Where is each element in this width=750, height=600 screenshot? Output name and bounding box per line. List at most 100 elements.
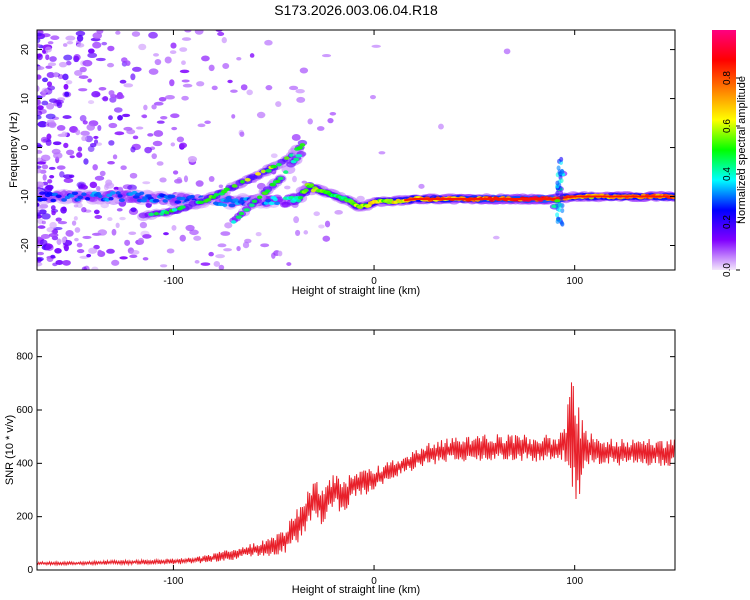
noise-blob: [53, 152, 63, 159]
noise-blob: [66, 40, 74, 45]
noise-blob: [221, 37, 227, 44]
spectral-blob: [296, 198, 302, 203]
spectral-blob: [238, 211, 245, 216]
noise-blob: [239, 131, 245, 137]
noise-blob: [95, 57, 106, 62]
noise-blob: [156, 120, 165, 124]
noise-blob: [94, 215, 103, 219]
noise-blob: [55, 217, 62, 222]
noise-blob: [108, 140, 115, 146]
noise-blob: [45, 139, 52, 146]
noise-blob: [153, 53, 160, 57]
noise-blob: [87, 48, 95, 54]
noise-blob: [197, 123, 206, 128]
y-tick-label: -20: [20, 238, 31, 253]
noise-blob: [69, 155, 75, 159]
figure-title: S173.2026.003.06.04.R18: [274, 2, 438, 18]
spectral-blob: [283, 170, 289, 174]
colorbar-tick-label: 0.6: [722, 119, 733, 133]
spectral-blob: [276, 162, 282, 167]
noise-blob: [102, 96, 109, 102]
noise-blob: [160, 116, 168, 120]
spectral-blob: [268, 201, 275, 206]
noise-blob: [166, 248, 175, 254]
snr-frame: [36, 329, 676, 571]
y-tick-label: 200: [16, 512, 33, 523]
noise-blob: [119, 79, 127, 84]
noise-blob: [45, 54, 50, 61]
noise-blob: [222, 63, 230, 69]
noise-blob: [45, 65, 53, 69]
noise-blob: [86, 253, 92, 258]
noise-blob: [223, 248, 232, 252]
noise-blob: [98, 86, 107, 91]
noise-blob: [44, 46, 52, 53]
noise-blob: [84, 135, 94, 143]
noise-blob: [37, 167, 42, 174]
noise-blob: [127, 184, 137, 191]
colorbar-ticks: 0.0 0.2 0.4 0.6 0.8: [722, 71, 740, 277]
noise-blob: [293, 216, 300, 224]
noise-blob: [108, 122, 118, 129]
snr-panel: -100 0 100 0 200 400 600 800 Height of straigh…: [4, 329, 676, 596]
spectral-blob: [296, 146, 303, 150]
noise-blob: [47, 41, 54, 45]
spike-blob: [557, 169, 562, 175]
spectrogram-y-ticks: -20 -10 0 10 20: [20, 44, 675, 253]
spectral-blob: [106, 193, 113, 198]
noise-blob: [106, 62, 115, 68]
noise-blob: [299, 67, 309, 74]
noise-blob: [141, 114, 148, 119]
noise-blob: [218, 184, 224, 189]
noise-blob: [56, 165, 66, 170]
spectral-blob: [260, 169, 266, 174]
noise-blob: [50, 35, 60, 41]
noise-blob: [295, 229, 301, 236]
noise-blob: [39, 239, 48, 246]
noise-blob: [181, 37, 192, 41]
noise-blob: [87, 100, 95, 105]
spike-blob: [557, 207, 562, 213]
noise-blob: [220, 231, 231, 236]
noise-blob: [227, 79, 233, 84]
noise-blob: [101, 41, 108, 46]
noise-blob: [194, 260, 200, 264]
noise-blob: [80, 130, 90, 136]
noise-blob: [181, 60, 186, 66]
noise-blob: [169, 79, 175, 87]
spectral-blob: [257, 195, 263, 200]
peak-ridge: [404, 195, 675, 202]
spectral-blob: [269, 182, 276, 187]
spectral-blob: [171, 208, 178, 212]
noise-blob: [184, 30, 192, 33]
spectral-blob: [118, 198, 125, 203]
noise-blob: [86, 123, 96, 131]
colorbar-label: Normalized spectral amplitude: [736, 76, 748, 224]
noise-blob: [174, 178, 183, 184]
noise-blob: [108, 115, 113, 121]
noise-blob: [37, 121, 48, 128]
noise-blob: [37, 99, 41, 104]
spectral-blob: [117, 194, 123, 198]
noise-blob: [334, 210, 343, 215]
noise-blob: [37, 85, 40, 92]
spectral-blob: [243, 208, 250, 212]
noise-blob: [63, 43, 68, 47]
noise-blob: [65, 35, 76, 41]
noise-blob: [107, 217, 113, 222]
spike-blob: [555, 190, 560, 196]
noise-blob: [164, 56, 172, 64]
spectral-blob: [265, 198, 271, 203]
spectral-blob: [169, 194, 176, 199]
noise-blob: [289, 85, 299, 91]
noise-blob: [41, 220, 46, 225]
spectral-blob: [277, 176, 284, 181]
spectral-blob: [235, 215, 242, 219]
noise-blob: [142, 234, 152, 239]
noise-blob: [41, 213, 51, 220]
spectral-blob: [109, 191, 116, 195]
noise-blob: [131, 31, 141, 37]
noise-blob: [56, 238, 62, 245]
noise-blob: [204, 120, 211, 125]
